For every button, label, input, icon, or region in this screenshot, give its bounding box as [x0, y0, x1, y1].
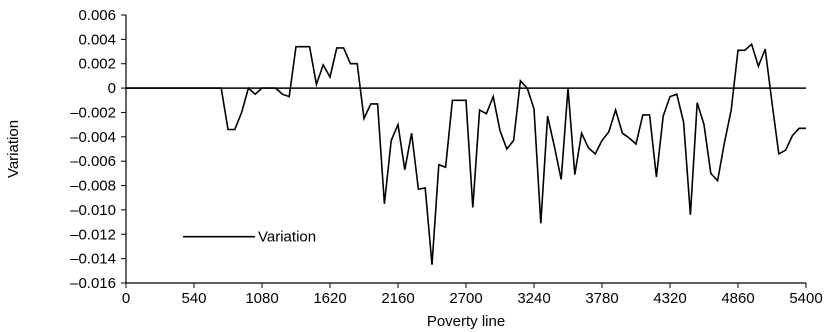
y-tick-label: –0.010: [70, 202, 116, 219]
y-tick-label: –0.016: [70, 275, 116, 292]
y-tick-label: 0: [108, 80, 116, 97]
x-tick-label: 4860: [721, 290, 754, 307]
x-tick-label: 4320: [653, 290, 686, 307]
y-tick-label: –0.014: [70, 251, 116, 268]
y-tick-label: 0.004: [78, 31, 116, 48]
y-tick-label: –0.002: [70, 104, 116, 121]
y-tick-label: –0.008: [70, 178, 116, 195]
series-group: [126, 42, 806, 265]
y-tick-label: –0.004: [70, 129, 116, 146]
axes: 0.006 0.004 0.002 0 –0.002 –0.004 –0.006 –0.008…: [70, 7, 823, 307]
x-tick-label: 5400: [789, 290, 822, 307]
x-tick-label: 0: [122, 290, 130, 307]
y-tick-label: –0.006: [70, 153, 116, 170]
y-tick-label: –0.012: [70, 226, 116, 243]
series-line-variation: [126, 42, 806, 265]
x-tick-label: 3240: [517, 290, 550, 307]
x-tick-label: 1080: [245, 290, 278, 307]
x-tick-label: 3780: [585, 290, 618, 307]
y-tick-label: 0.006: [78, 7, 116, 24]
x-axis-title: Poverty line: [427, 313, 505, 330]
x-tick-label: 1620: [313, 290, 346, 307]
x-tick-label: 2700: [449, 290, 482, 307]
x-tick-label: 2160: [381, 290, 414, 307]
y-axis-title: Variation: [5, 120, 22, 178]
legend: Variation: [183, 229, 316, 246]
legend-label-variation: Variation: [258, 229, 316, 246]
x-tick-label: 540: [181, 290, 206, 307]
y-tick-label: 0.002: [78, 56, 116, 73]
